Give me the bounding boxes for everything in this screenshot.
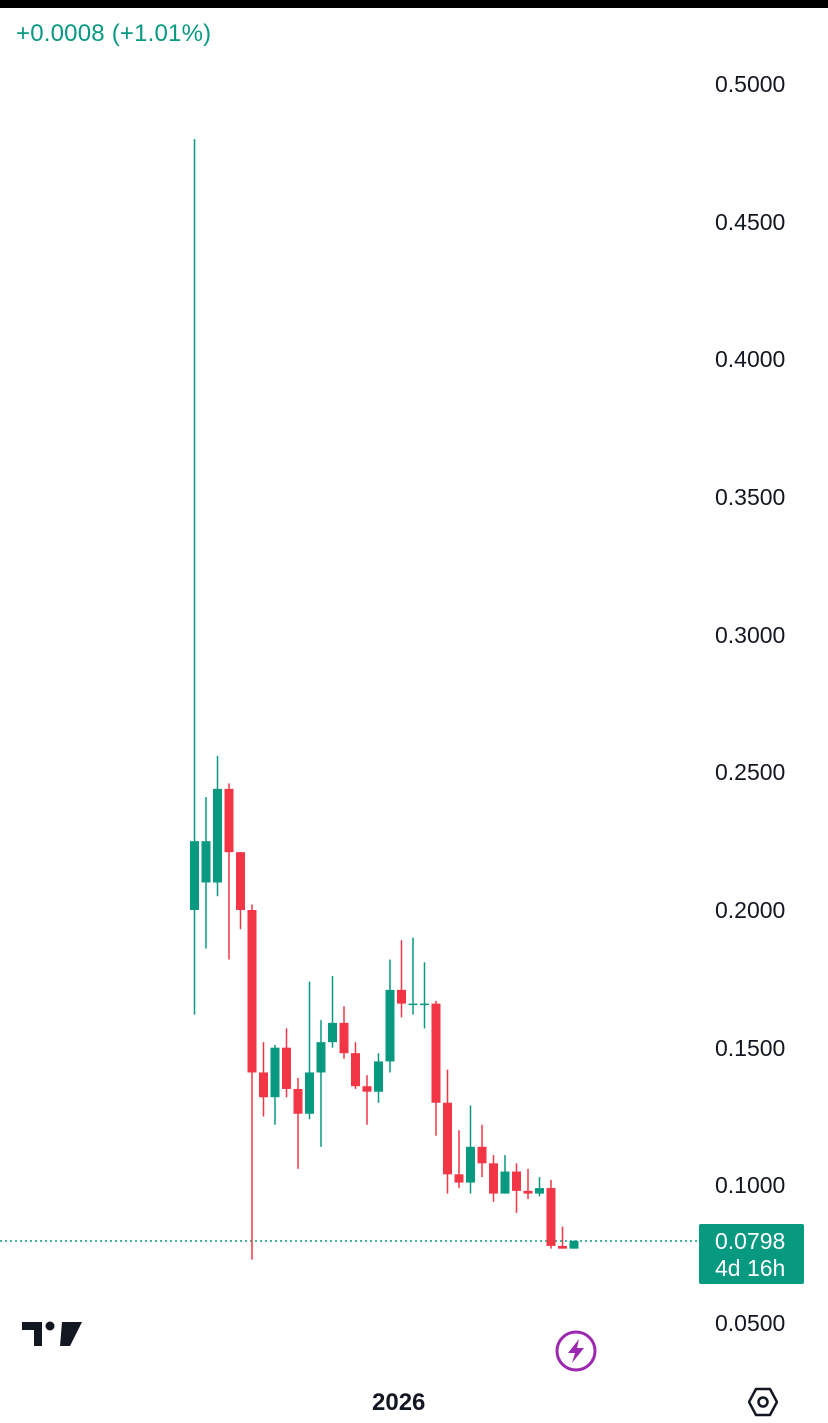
candle[interactable]: [213, 755, 222, 897]
candle-body: [282, 1047, 291, 1089]
candle[interactable]: [420, 962, 429, 1029]
top-bar: [0, 0, 828, 8]
candle-body: [339, 1022, 349, 1054]
candle[interactable]: [351, 1042, 360, 1089]
candle[interactable]: [466, 1105, 475, 1194]
candle[interactable]: [477, 1124, 487, 1178]
candle-body: [466, 1146, 475, 1183]
candle-body: [454, 1174, 464, 1183]
y-tick-label: 0.3000: [715, 621, 786, 648]
y-tick-label: 0.3500: [715, 484, 786, 510]
candle[interactable]: [247, 904, 257, 1260]
candle-body: [500, 1171, 510, 1194]
candle[interactable]: [374, 1053, 383, 1103]
candle-body: [546, 1188, 556, 1246]
candle[interactable]: [546, 1179, 556, 1249]
candle-body: [420, 1003, 429, 1006]
last-price-value: 0.0798: [715, 1228, 786, 1254]
candle[interactable]: [236, 852, 245, 930]
candle[interactable]: [282, 1028, 291, 1098]
candle[interactable]: [328, 976, 337, 1048]
candle[interactable]: [397, 940, 406, 1018]
candle[interactable]: [259, 1042, 268, 1117]
candle[interactable]: [316, 1020, 326, 1147]
hexagon-settings-icon[interactable]: [748, 1386, 778, 1418]
y-tick-label: 0.2500: [715, 759, 786, 786]
candle[interactable]: [443, 1069, 452, 1194]
candle-body: [247, 910, 257, 1073]
candle-body: [305, 1072, 314, 1114]
bar-countdown: 4d 16h: [715, 1255, 786, 1281]
candle-body: [293, 1088, 303, 1114]
y-tick-label: 0.5000: [715, 71, 786, 97]
candle-body: [374, 1061, 383, 1092]
candle-body: [523, 1190, 533, 1194]
tradingview-logo-icon[interactable]: [22, 1318, 82, 1348]
candle[interactable]: [362, 1075, 372, 1125]
candle-body: [362, 1086, 372, 1092]
candle[interactable]: [523, 1168, 533, 1200]
candle[interactable]: [293, 1077, 303, 1169]
candle[interactable]: [408, 937, 418, 1015]
candle-body: [270, 1047, 280, 1098]
candle[interactable]: [500, 1155, 510, 1194]
candle-body: [489, 1163, 498, 1194]
candle-body: [535, 1188, 544, 1194]
candle-body: [213, 788, 222, 883]
candle-body: [569, 1240, 579, 1249]
x-axis-tick-label: 2026: [372, 1389, 426, 1416]
candle-body: [328, 1022, 337, 1043]
candle-body: [558, 1245, 567, 1249]
y-tick-label: 0.2000: [715, 897, 786, 923]
candle[interactable]: [431, 1000, 441, 1136]
y-tick-label: 0.1000: [715, 1172, 786, 1199]
y-tick-label: 0.4500: [715, 208, 786, 235]
price-change: +0.0008 (+1.01%): [16, 20, 212, 47]
candle-body: [512, 1171, 521, 1191]
candle-body: [443, 1102, 452, 1175]
candle-body: [431, 1003, 441, 1103]
candle[interactable]: [190, 139, 199, 1015]
candle-body: [236, 852, 245, 910]
candle[interactable]: [454, 1130, 464, 1189]
candle[interactable]: [270, 1044, 280, 1125]
candle-body: [477, 1146, 487, 1164]
candle[interactable]: [201, 797, 211, 949]
candle-body: [190, 841, 199, 910]
y-tick-label: 0.4000: [715, 346, 786, 373]
candle[interactable]: [385, 959, 395, 1073]
candle-body: [201, 841, 211, 883]
last-price-tag: 0.0798 4d 16h: [699, 1224, 804, 1284]
candle[interactable]: [535, 1177, 544, 1197]
candle[interactable]: [558, 1226, 567, 1249]
candle[interactable]: [512, 1163, 521, 1213]
y-tick-label: 0.1500: [715, 1034, 786, 1061]
candle-body: [224, 788, 234, 853]
candle[interactable]: [489, 1155, 498, 1202]
y-tick-label: 0.0500: [715, 1310, 786, 1336]
candle-body: [408, 1003, 418, 1006]
candle-body: [259, 1072, 268, 1098]
candle[interactable]: [224, 783, 234, 960]
candle-body: [351, 1053, 360, 1087]
candle[interactable]: [339, 1006, 349, 1059]
lightning-bolt-icon[interactable]: [555, 1330, 597, 1372]
candle-body: [385, 989, 395, 1062]
candle-body: [316, 1042, 326, 1073]
candle-body: [397, 989, 406, 1004]
candle[interactable]: [569, 1240, 579, 1249]
candle[interactable]: [305, 981, 314, 1120]
